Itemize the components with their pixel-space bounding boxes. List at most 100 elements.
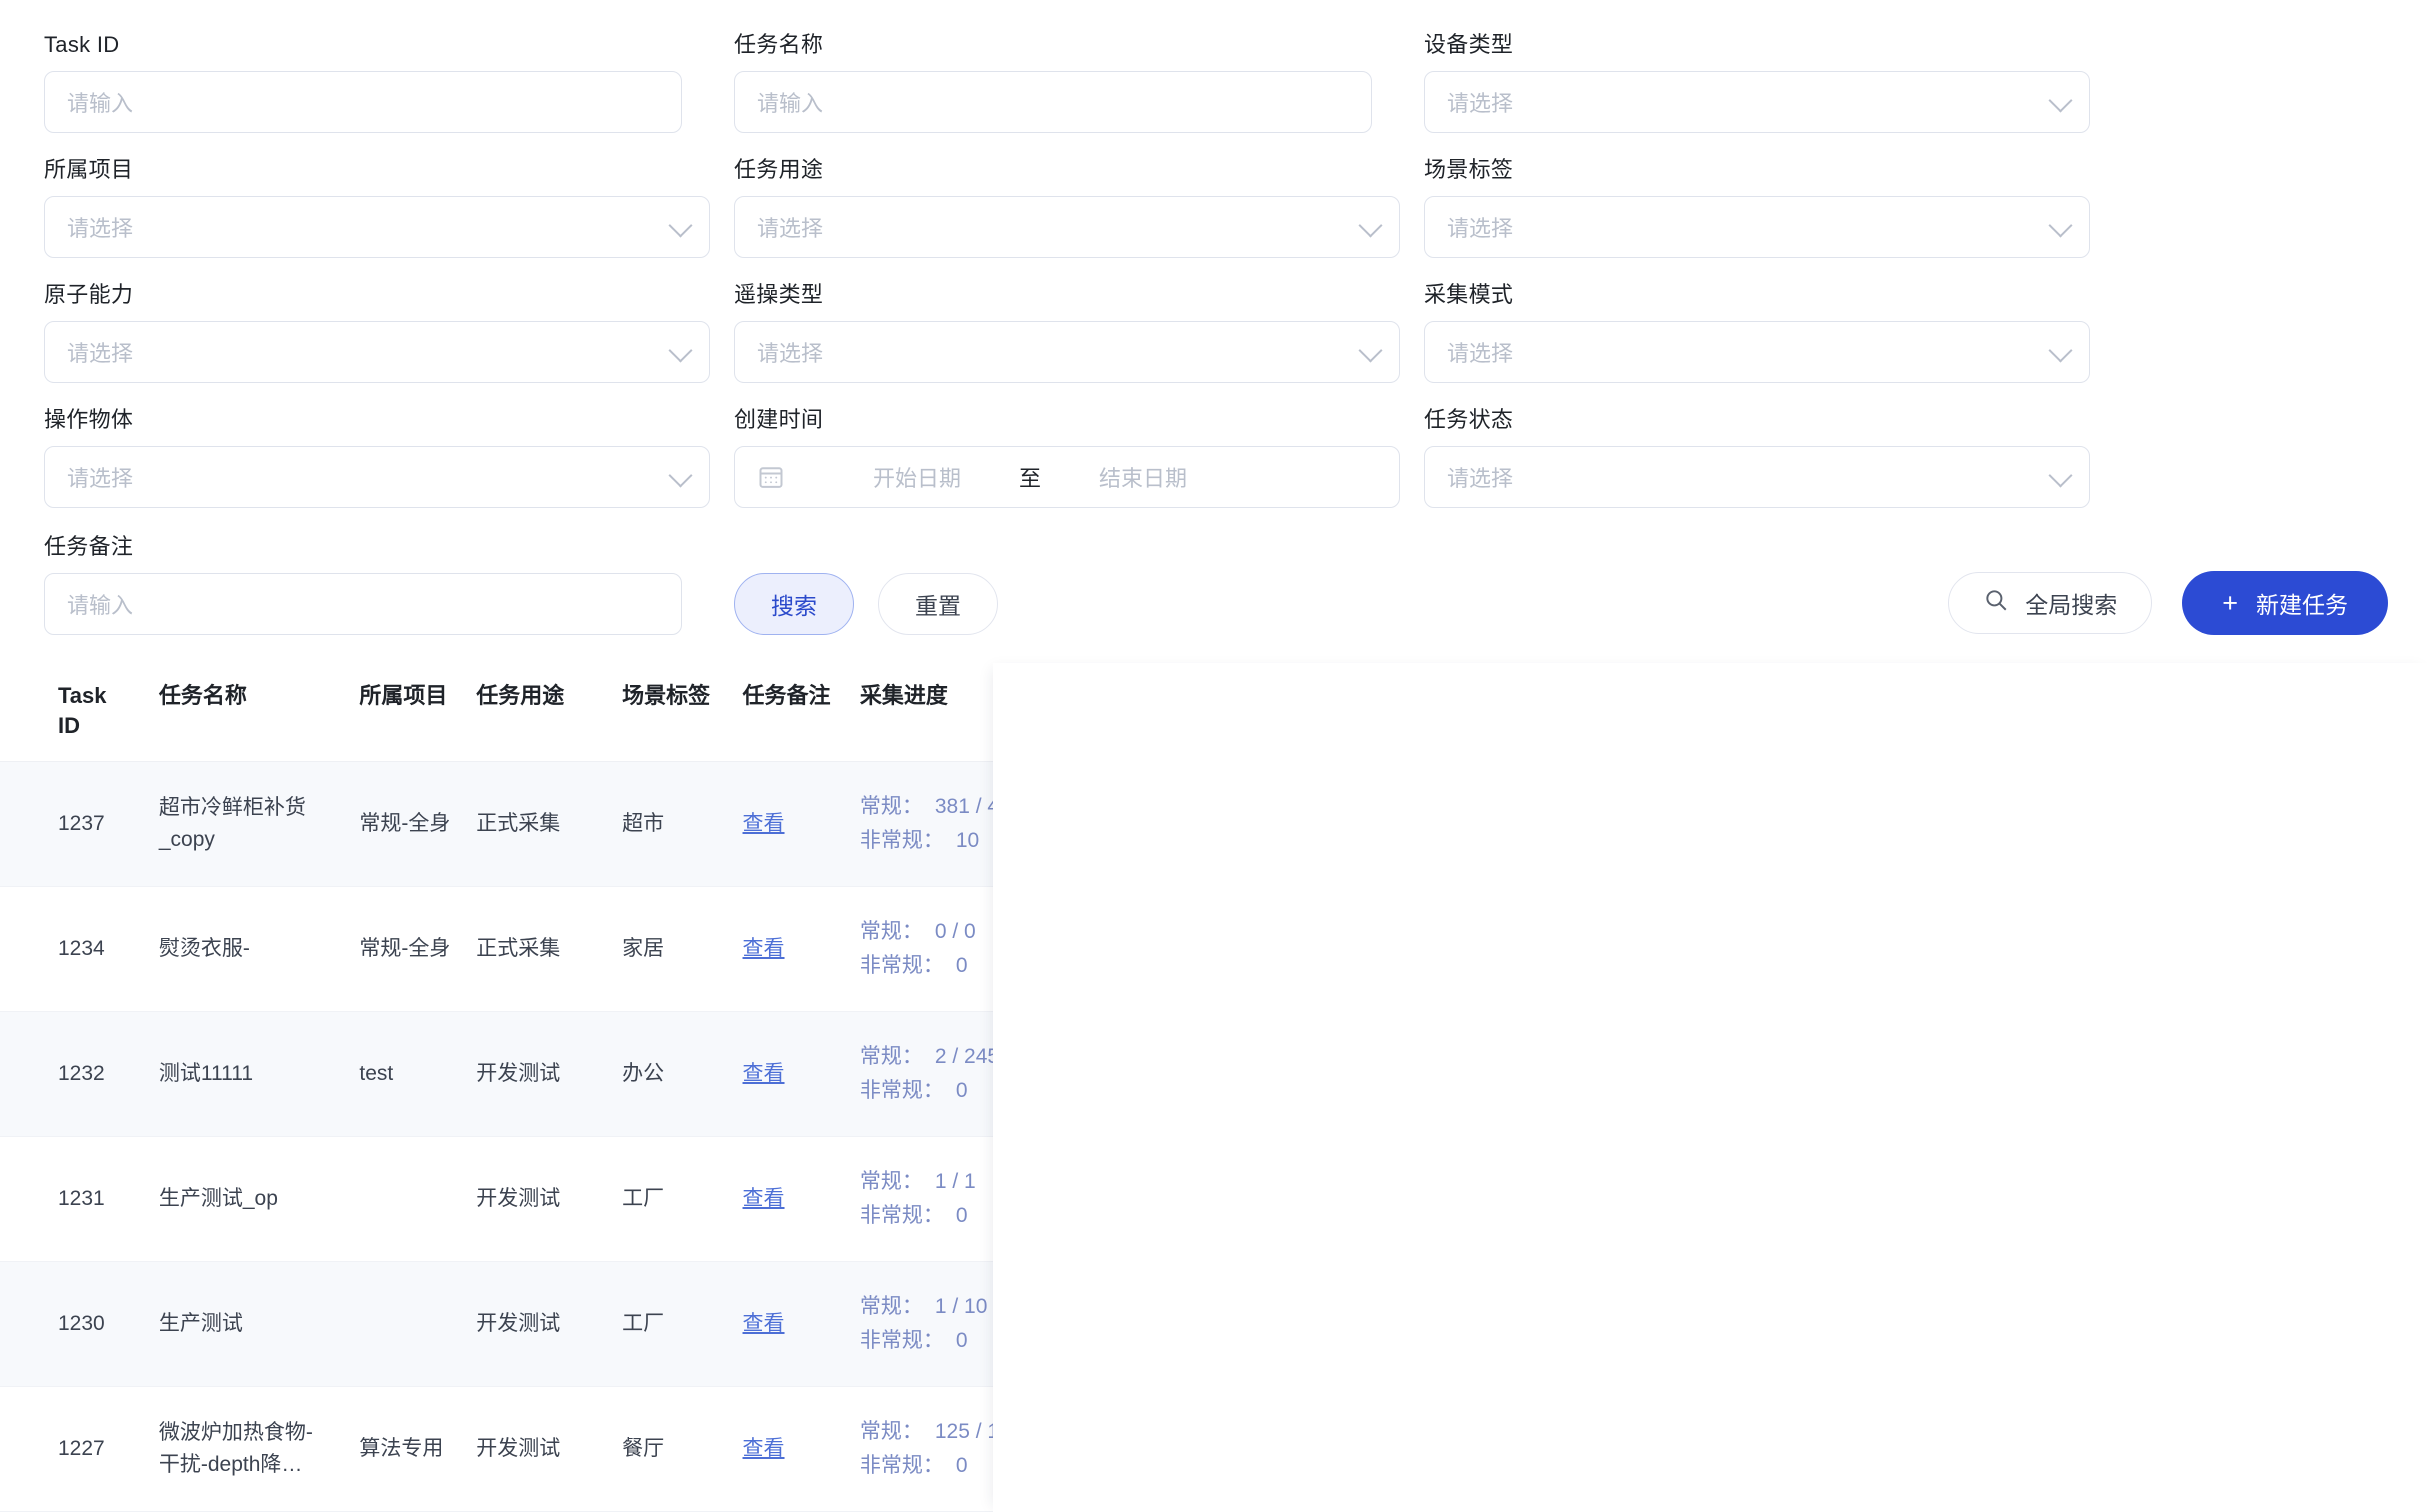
op-link-0[interactable]: 进入 [2055,1167,2098,1190]
view-note-link[interactable]: 查看 [742,812,785,835]
op-link-4[interactable]: 数据导出 [2055,1207,2140,1230]
col-header-passed[interactable]: 审核通 过量 [1704,663,1843,762]
op-link-4[interactable]: 数据导出 [2055,832,2140,855]
select-9[interactable]: 请选择 [44,446,710,508]
col-header-note[interactable]: 任务备注 [714,663,840,762]
op-link-4[interactable]: 数据导出 [2055,1332,2140,1355]
col-header-task-id[interactable]: Task ID [0,663,123,762]
op-link-1[interactable]: 归档 [2123,1167,2166,1190]
cell-capture-progress-abnormal-value: 10 [955,829,980,852]
view-note-link[interactable]: 查看 [742,1187,785,1210]
op-link-5[interactable]: 删除 [2165,832,2208,855]
select-8[interactable]: 请选择 [1424,321,2090,383]
col-header-name[interactable]: 任务名称 [122,663,324,762]
op-link-1[interactable]: 归档 [2123,1042,2166,1065]
op-link-5[interactable]: 删除 [2165,1457,2208,1480]
remark-input[interactable]: 请输入 [44,573,682,635]
table-row[interactable]: 1231 生产测试_op 开发测试 工厂 查看 常规： 1 / 1 非常规： 0 常规： 1 / 1… [0,1136,2432,1262]
op-link-5[interactable]: 删除 [2165,1207,2208,1230]
search-button[interactable]: 搜索 [734,573,854,635]
select-2[interactable]: 请选择 [1424,71,2090,133]
op-link-0[interactable]: 进入 [2055,792,2098,815]
col-header-status[interactable]: 任务状态 [1842,663,2056,762]
cell-scene-tag: 家居 [589,886,715,1012]
op-link-2[interactable]: 编辑 [2191,917,2234,940]
op-link-3[interactable]: 复制 [2259,792,2302,815]
cell-review-progress-abnormal-value: 0 / 0 [1337,1454,1378,1477]
cell-capture-progress-normal: 常规： 0 / 0 [860,915,1241,949]
op-link-3[interactable]: 复制 [2259,1292,2302,1315]
op-link-1[interactable]: 恢复 [2123,1417,2166,1440]
chevron-down-icon [2048,463,2073,488]
cell-project [323,1136,452,1262]
col-header-usage[interactable]: 任务用途 [451,663,590,762]
op-link-5[interactable]: 删除 [2165,1082,2208,1105]
op-link-2[interactable]: 编辑 [2191,1167,2234,1190]
field-label-0: Task ID [44,32,120,57]
view-note-link[interactable]: 查看 [742,1437,785,1460]
text-input-0[interactable]: 请输入 [44,71,682,133]
operations-group: 进入 归档 编辑 复制数据导出 删除 [2056,1034,2316,1114]
cell-task-id: 1234 [0,886,123,1012]
cell-capture-progress: 常规： 0 / 0 非常规： 0 [839,886,1242,1012]
col-header-ops[interactable]: 操作 [2055,663,2432,762]
select-3[interactable]: 请选择 [44,196,710,258]
col-header-project[interactable]: 所属项目 [323,663,452,762]
cell-project [323,1261,452,1387]
cell-review-progress-normal-value: 1 / 1 [1316,1170,1357,1193]
table-row[interactable]: 1237 超市冷鲜柜补货_copy 常规-全身 正式采集 超市 查看 常规： 381 / 40… [0,761,2432,887]
col-header-pending[interactable]: 待审 核量 [1604,663,1705,762]
op-link-3[interactable]: 复制 [2259,1167,2302,1190]
global-search-button[interactable]: 全局搜索 [1948,572,2153,634]
op-link-0[interactable]: 进入 [2055,1042,2098,1065]
view-note-link[interactable]: 查看 [742,1062,785,1085]
op-link-3[interactable]: 复制 [2259,1417,2302,1440]
table-row[interactable]: 1227 微波炉加热食物-干扰-depth降… 算法专用 开发测试 餐厅 查看 常规： 125… [0,1386,2432,1512]
date-end-input[interactable]: 结束日期 [1098,466,1187,491]
select-11[interactable]: 请选择 [1424,446,2090,508]
op-link-2[interactable]: 编辑 [2191,1292,2234,1315]
op-link-0[interactable]: 进入 [2055,1292,2098,1315]
select-7[interactable]: 请选择 [734,321,1400,383]
cell-capture-progress-abnormal: 非常规： 0 [860,1324,1241,1358]
view-note-link[interactable]: 查看 [742,1312,785,1335]
op-link-3[interactable]: 复制 [2259,917,2302,940]
view-note-link[interactable]: 查看 [742,937,785,960]
op-link-4[interactable]: 数据导出 [2055,1457,2140,1480]
op-link-0[interactable]: 进入 [2055,917,2098,940]
op-link-3[interactable]: 复制 [2259,1042,2302,1065]
op-link-1[interactable]: 归档 [2123,1292,2166,1315]
label-normal: 常规： [1241,1420,1305,1443]
placeholder-0: 请输入 [67,91,134,116]
op-link-1[interactable]: 恢复 [2123,792,2166,815]
op-link-5[interactable]: 删除 [2165,957,2208,980]
reset-button[interactable]: 重置 [878,573,998,635]
text-input-1[interactable]: 请输入 [734,71,1372,133]
op-link-2[interactable]: 编辑 [2191,1042,2234,1065]
op-link-4[interactable]: 数据导出 [2055,1082,2140,1105]
table-row[interactable]: 1234 熨烫衣服- 常规-全身 正式采集 家居 查看 常规： 0 / 0 非常规： 0 常规： 0 … [0,886,2432,1012]
remark-input-placeholder: 请输入 [67,593,134,618]
cell-task-name: 超市冷鲜柜补货_copy [122,761,324,887]
select-5[interactable]: 请选择 [1424,196,2090,258]
col-header-scene[interactable]: 场景标签 [589,663,715,762]
label-normal: 常规： [859,1295,923,1318]
new-task-button[interactable]: + 新建任务 [2182,571,2388,635]
cell-pending-count: 0 [1604,761,1705,887]
col-header-review[interactable]: 审核进度 [1241,663,1605,762]
op-link-1[interactable]: 发布 [2123,917,2166,940]
date-start-input[interactable]: 开始日期 [872,466,961,491]
op-link-5[interactable]: 删除 [2165,1332,2208,1355]
op-link-4[interactable]: 数据导出 [2055,957,2140,980]
cell-review-progress-abnormal: 非常规： 0 / 0 [1241,1449,1605,1483]
cell-note: 查看 [714,1011,840,1137]
select-6[interactable]: 请选择 [44,321,710,383]
cell-status: 运营中 [1842,1011,2056,1137]
date-range-picker[interactable]: 开始日期 至 结束日期 [734,446,1400,508]
op-link-0[interactable]: 进入 [2055,1417,2098,1440]
select-4[interactable]: 请选择 [734,196,1400,258]
table-row[interactable]: 1230 生产测试 开发测试 工厂 查看 常规： 1 / 10 非常规： 0 常规： 0 / 1 非常… [0,1261,2432,1387]
operations-group: 进入 归档 编辑 复制数据导出 删除 [2056,1159,2316,1239]
table-row[interactable]: 1232 测试11111 test 开发测试 办公 查看 常规： 2 / 245 非常规： 0 常规… [0,1011,2432,1137]
col-header-capture[interactable]: 采集进度 [839,663,1242,762]
